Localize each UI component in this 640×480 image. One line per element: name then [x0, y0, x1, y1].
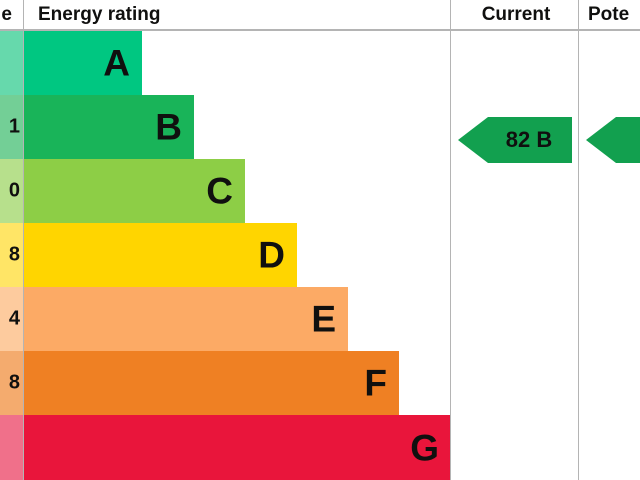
potential-arrow-shape	[586, 117, 640, 163]
band-bar-e: E	[24, 287, 348, 351]
band-letter-d: D	[258, 234, 285, 276]
band-bar-c: C	[24, 159, 245, 223]
rating-band-g: G	[0, 415, 451, 480]
band-score-range-g	[0, 415, 24, 480]
band-bar-b: B	[24, 95, 194, 159]
column-divider-current	[450, 31, 451, 480]
header-energy-rating-label: Energy rating	[38, 4, 161, 25]
band-bar-f: F	[24, 351, 399, 415]
band-bar-d: D	[24, 223, 297, 287]
band-score-range-e: 4	[0, 287, 24, 351]
current-arrow-shape	[458, 117, 572, 163]
band-letter-c: C	[206, 170, 233, 212]
band-score-text: 8	[8, 371, 20, 394]
current-rating-badge: 82 B	[458, 115, 572, 165]
band-bar-g: G	[24, 415, 451, 480]
band-score-range-b: 1	[0, 95, 24, 159]
band-letter-a: A	[103, 42, 130, 84]
band-score-range-f: 8	[0, 351, 24, 415]
band-score-text: 4	[8, 307, 20, 330]
band-letter-f: F	[364, 362, 387, 404]
band-score-range-a	[0, 31, 24, 95]
band-score-text: 1	[8, 115, 20, 138]
band-score-range-d: 8	[0, 223, 24, 287]
header-divider-1	[23, 0, 24, 29]
band-score-range-c: 0	[0, 159, 24, 223]
column-divider-potential	[578, 31, 579, 480]
band-score-text: 0	[8, 179, 20, 202]
band-letter-g: G	[410, 427, 439, 468]
band-score-text: 8	[8, 243, 20, 266]
band-bar-a: A	[24, 31, 142, 95]
potential-rating-value: 8	[622, 115, 640, 165]
band-letter-e: E	[311, 298, 336, 340]
rating-band-a: A	[0, 31, 450, 95]
band-letter-b: B	[155, 106, 182, 148]
header-divider-3	[578, 0, 579, 29]
chart-header: e Energy rating Current Pote	[0, 0, 640, 31]
header-divider-2	[450, 0, 451, 29]
current-rating-value: 82 B	[505, 127, 553, 152]
header-score-label: e	[1, 4, 12, 25]
header-potential-label: Pote	[588, 4, 630, 25]
header-current-label: Current	[481, 4, 551, 25]
potential-rating-badge: 8	[586, 115, 640, 165]
column-divider-score	[23, 31, 24, 480]
